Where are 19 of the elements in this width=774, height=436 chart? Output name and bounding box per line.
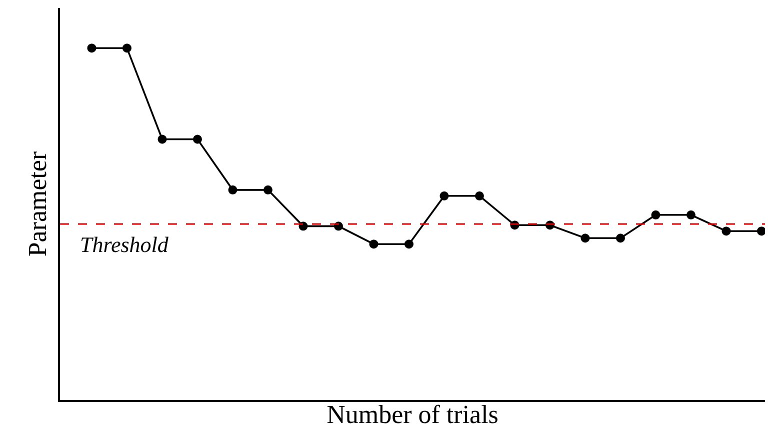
point <box>263 185 272 194</box>
point <box>722 226 731 236</box>
point <box>616 234 625 243</box>
point <box>686 210 696 220</box>
point <box>756 226 765 236</box>
point <box>651 210 660 220</box>
x-axis-title: Number of trials <box>326 400 498 429</box>
y-axis-title: Parameter <box>23 150 52 257</box>
ref-line-label: Threshold <box>80 232 170 257</box>
point <box>440 191 449 200</box>
point <box>122 44 132 53</box>
point <box>474 191 484 200</box>
point <box>158 134 167 144</box>
point <box>87 44 96 53</box>
point <box>580 234 590 243</box>
point <box>228 185 238 194</box>
point <box>369 240 378 249</box>
point <box>404 240 414 249</box>
point <box>192 134 202 144</box>
